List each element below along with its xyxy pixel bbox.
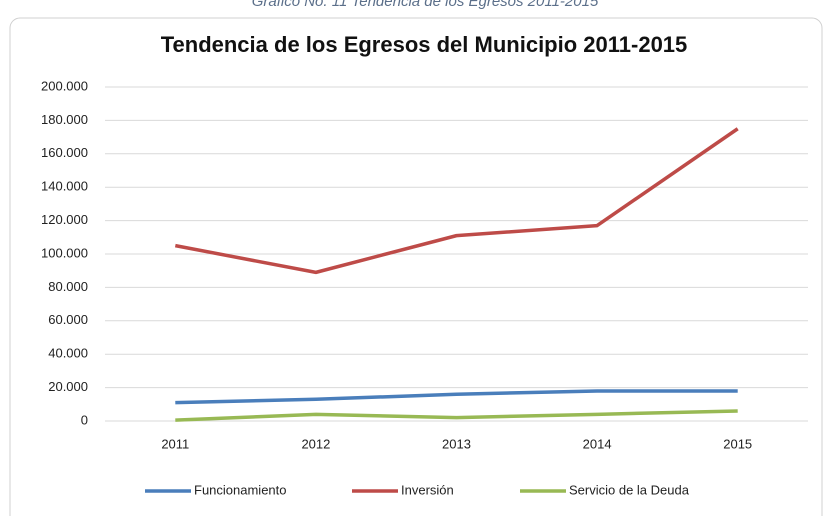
- y-tick-label: 200.000: [41, 78, 88, 93]
- y-tick-label: 40.000: [48, 346, 88, 361]
- x-tick-label: 2012: [301, 436, 330, 451]
- chart-title: Tendencia de los Egresos del Municipio 2…: [161, 32, 688, 57]
- y-tick-label: 160.000: [41, 145, 88, 160]
- x-tick-label: 2013: [442, 436, 471, 451]
- chart-border: [9, 17, 823, 516]
- y-tick-label: 140.000: [41, 179, 88, 194]
- x-tick-label: 2015: [723, 436, 752, 451]
- series-line: [175, 409, 738, 422]
- caption: Gráfico No. 11 Tendencia de los Egresos …: [252, 0, 599, 10]
- series-line: [174, 127, 739, 275]
- legend-label: Servicio de la Deuda: [569, 482, 690, 497]
- y-tick-label: 80.000: [48, 279, 88, 294]
- x-tick-label: 2011: [161, 436, 189, 451]
- y-tick-label: 60.000: [48, 312, 88, 327]
- legend-label: Funcionamiento: [194, 482, 287, 497]
- series-line: [175, 389, 738, 405]
- y-tick-label: 0: [81, 412, 88, 427]
- y-tick-label: 180.000: [41, 112, 88, 127]
- y-tick-label: 100.000: [41, 245, 88, 260]
- legend-label: Inversión: [401, 482, 454, 497]
- x-tick-label: 2014: [583, 436, 612, 451]
- y-tick-label: 120.000: [41, 212, 88, 227]
- y-tick-label: 20.000: [48, 379, 88, 394]
